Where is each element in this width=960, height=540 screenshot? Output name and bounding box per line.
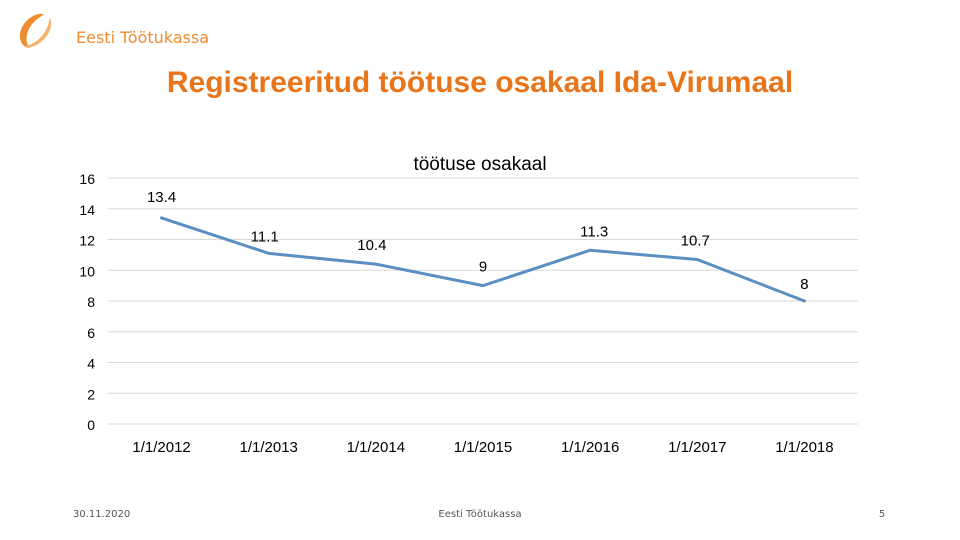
data-point xyxy=(160,216,164,220)
chart-title: töötuse osakaal xyxy=(413,154,546,175)
data-label: 13.4 xyxy=(147,189,176,206)
swoosh-logo-icon xyxy=(19,13,52,48)
data-label: 10.7 xyxy=(681,232,710,249)
data-labels: 13.4 11.1 10.4 9 11.3 10.7 8 xyxy=(147,189,809,293)
data-point xyxy=(481,284,485,288)
x-tick-label: 1/1/2017 xyxy=(668,439,726,456)
y-tick-label: 8 xyxy=(87,294,95,310)
gridlines xyxy=(108,177,858,425)
x-tick-label: 1/1/2015 xyxy=(454,439,512,456)
data-label: 11.1 xyxy=(251,228,279,245)
y-tick-label: 16 xyxy=(79,171,95,187)
data-label: 10.4 xyxy=(357,237,386,254)
y-tick-label: 10 xyxy=(79,263,95,279)
data-label: 9 xyxy=(479,259,487,276)
y-axis-ticks: 0 2 4 6 8 10 12 14 16 xyxy=(79,171,95,433)
y-tick-label: 14 xyxy=(79,202,95,218)
brand-logo: Eesti Töötukassa xyxy=(14,8,214,54)
footer-brand: Eesti Töötukassa xyxy=(438,509,522,520)
x-tick-label: 1/1/2018 xyxy=(775,439,833,456)
brand-name: Eesti Töötukassa xyxy=(76,28,210,47)
page-number: 5 xyxy=(878,509,886,520)
slide-title: Registreeritud töötuse osakaal Ida-Virum… xyxy=(166,66,794,99)
x-tick-label: 1/1/2014 xyxy=(347,439,405,456)
x-tick-label: 1/1/2013 xyxy=(240,439,298,456)
x-tick-label: 1/1/2012 xyxy=(132,439,190,456)
y-tick-label: 6 xyxy=(87,325,95,341)
y-tick-label: 12 xyxy=(79,233,95,249)
footer-date: 30.11.2020 xyxy=(73,509,131,520)
y-tick-label: 0 xyxy=(87,417,95,433)
y-tick-label: 2 xyxy=(87,386,95,402)
data-point xyxy=(802,299,806,303)
x-axis-ticks: 1/1/2012 1/1/2013 1/1/2014 1/1/2015 1/1/2016… xyxy=(132,439,833,456)
x-tick-label: 1/1/2016 xyxy=(561,439,619,456)
data-point xyxy=(695,257,699,261)
data-label: 8 xyxy=(800,276,808,293)
data-point xyxy=(267,251,271,255)
data-point xyxy=(588,248,592,252)
data-label: 11.3 xyxy=(580,223,608,240)
data-point xyxy=(374,262,378,266)
series-line-group xyxy=(160,216,806,303)
y-tick-label: 4 xyxy=(87,356,95,372)
